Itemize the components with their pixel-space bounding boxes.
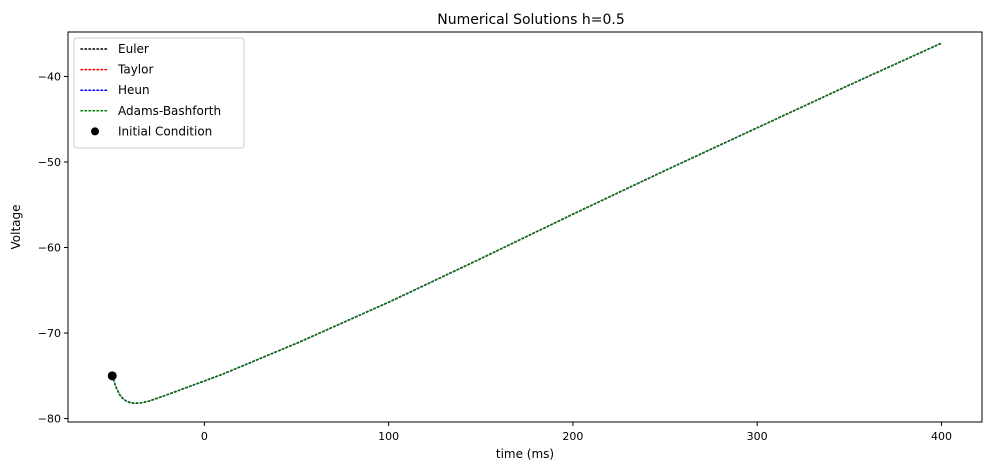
x-tick-label: 100: [378, 430, 399, 443]
y-tick-label: −40: [38, 70, 61, 83]
initial-condition-point: [107, 371, 117, 381]
legend-marker: [91, 127, 99, 136]
legend-label: Taylor: [117, 63, 153, 77]
legend-box: [73, 37, 245, 149]
y-tick-label: −80: [38, 413, 61, 426]
marker-layer: [107, 371, 117, 381]
axes-frame: [67, 31, 983, 423]
x-axis-ticks: 0 100 200 300 400: [201, 422, 952, 443]
x-tick-label: 300: [747, 430, 768, 443]
legend: Euler Taylor Heun Adams-Bashforth Initial Co…: [73, 37, 245, 149]
x-tick-label: 0: [201, 430, 208, 443]
x-tick-label: 400: [931, 430, 952, 443]
legend-label: Adams-Bashforth: [118, 104, 221, 118]
series-layer: [111, 42, 943, 404]
y-tick-label: −60: [38, 242, 61, 255]
legend-items: Euler Taylor Heun Adams-Bashforth Initial Co…: [80, 42, 221, 138]
y-axis-label: Voltage: [9, 204, 23, 249]
y-axis-ticks: −80 −70 −60 −50 −40: [38, 70, 68, 426]
chart-title: Numerical Solutions h=0.5: [437, 12, 625, 28]
y-tick-label: −70: [38, 327, 61, 340]
series-line-adams-bashforth: [111, 42, 943, 404]
x-axis-label: time (ms): [496, 447, 554, 461]
legend-label: Heun: [118, 83, 150, 97]
legend-label: Euler: [118, 42, 149, 56]
x-tick-label: 200: [562, 430, 583, 443]
legend-label: Initial Condition: [118, 124, 212, 138]
y-tick-label: −50: [38, 156, 61, 169]
